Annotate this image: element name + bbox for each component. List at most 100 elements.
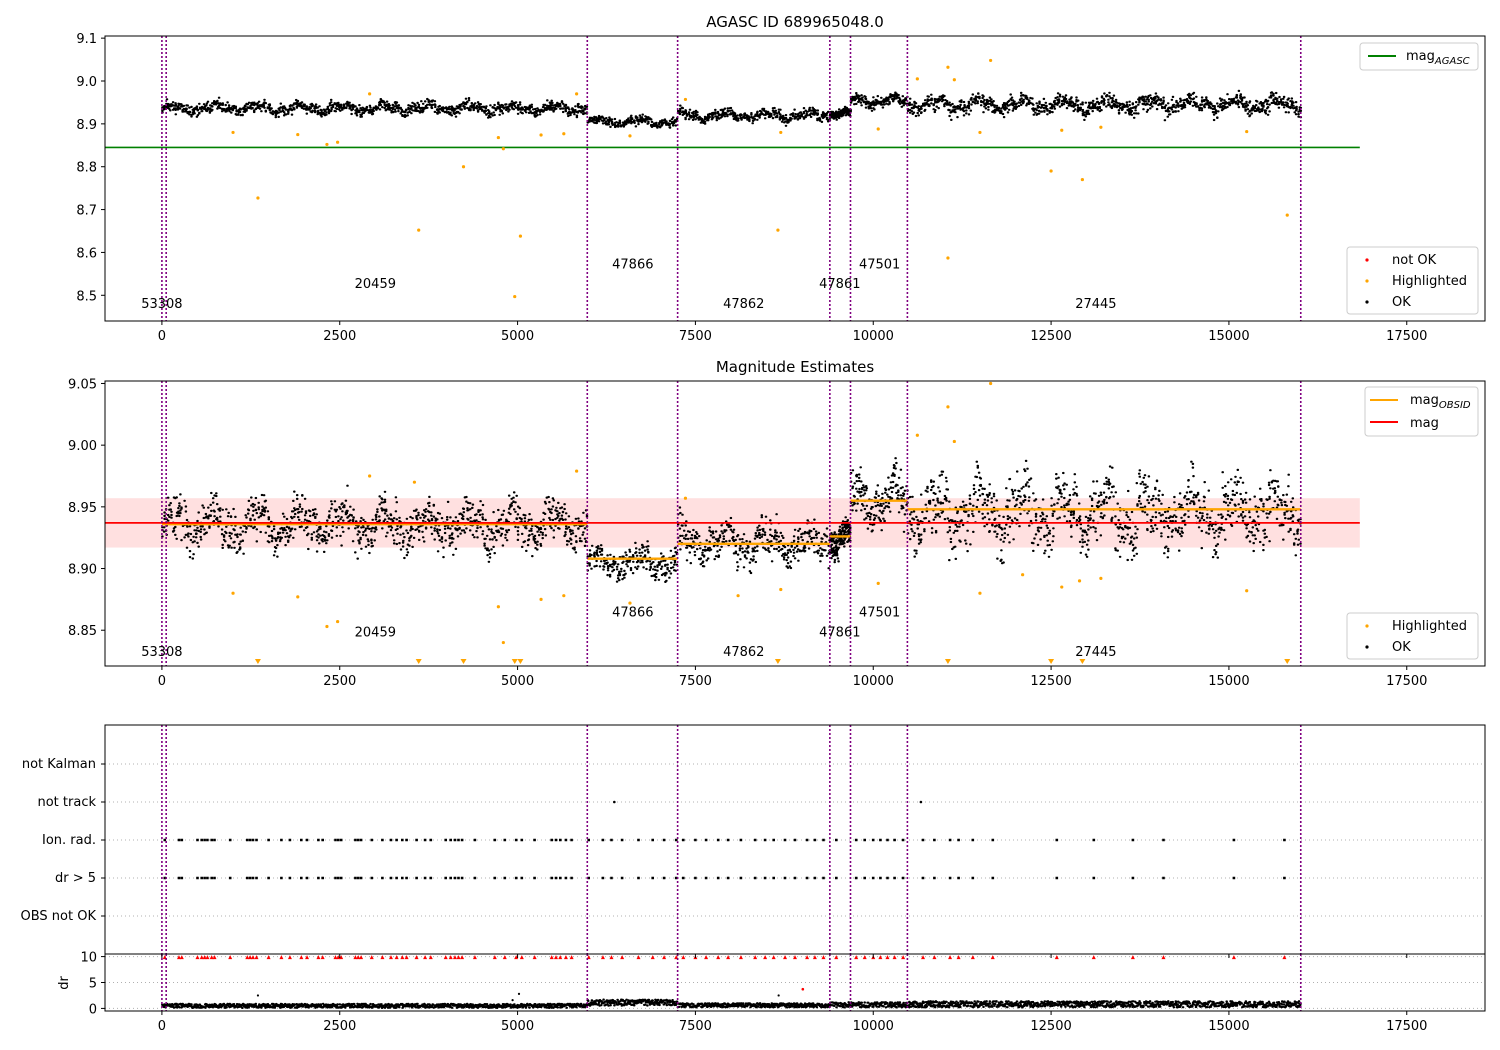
dr-clipped-marker bbox=[948, 955, 953, 960]
panel4-xaxis-tick-label: 15000 bbox=[1208, 1019, 1249, 1034]
dr-clipped-marker bbox=[423, 955, 428, 960]
panel1-xaxis-tick-label: 2500 bbox=[323, 329, 356, 344]
dr-clipped-marker bbox=[636, 955, 641, 960]
highlighted-point bbox=[915, 77, 919, 81]
highlighted-point bbox=[1285, 213, 1289, 217]
panel2-xaxis-tick-label: 17500 bbox=[1386, 674, 1427, 689]
legend-mag-obsid-label: mag bbox=[1410, 393, 1439, 408]
highlighted-point bbox=[325, 142, 329, 147]
highlighted-point-2 bbox=[1060, 585, 1064, 589]
highlighted-point bbox=[1099, 125, 1103, 129]
dr-clipped-marker bbox=[202, 955, 207, 960]
highlighted-point-2 bbox=[779, 587, 783, 592]
panel2-xaxis-tick-label: 7500 bbox=[679, 674, 712, 689]
dr-clipped-marker bbox=[380, 955, 385, 960]
highlighted-point bbox=[876, 127, 880, 131]
dr-outlier-point bbox=[511, 999, 514, 1002]
dr-clipped-marker bbox=[878, 955, 883, 960]
dr-clipped-marker bbox=[359, 955, 364, 960]
dr-clipped-marker bbox=[333, 955, 338, 960]
dr-clipped-marker bbox=[400, 955, 405, 960]
panel4-xaxis-tick-label: 7500 bbox=[679, 1019, 712, 1034]
legend-not-ok-label: not OK bbox=[1392, 253, 1437, 268]
highlighted-point bbox=[776, 228, 780, 232]
highlighted-point-2 bbox=[336, 619, 340, 624]
panel1-xaxis-tick-label: 15000 bbox=[1208, 329, 1249, 344]
legend-agasc-subscript: AGASC bbox=[1434, 56, 1470, 67]
dr-clipped-marker bbox=[199, 955, 204, 960]
highlighted-point-2 bbox=[501, 640, 505, 645]
obsid-label: 47861 bbox=[819, 277, 860, 292]
panel1-yaxis-tick-label: 9.0 bbox=[76, 75, 97, 90]
dr-clipped-marker bbox=[179, 955, 184, 960]
highlighted-point bbox=[1049, 169, 1053, 173]
flag-category-label: Ion. rad. bbox=[42, 833, 96, 848]
highlighted-point-2 bbox=[231, 591, 235, 595]
highlighted-point-2 bbox=[296, 595, 300, 599]
ion-rad-flag-points bbox=[163, 838, 1286, 842]
highlighted-point bbox=[296, 132, 300, 137]
dr-clipped-marker bbox=[492, 955, 497, 960]
highlighted-point bbox=[946, 65, 950, 69]
panel1-xaxis-tick-label: 7500 bbox=[679, 329, 712, 344]
clipped-point-marker bbox=[517, 659, 524, 664]
highlighted-point bbox=[575, 92, 579, 96]
clipped-point-marker bbox=[774, 659, 781, 664]
highlighted-point bbox=[683, 97, 688, 102]
highlighted-point bbox=[562, 132, 566, 136]
legend-ok-label: OK bbox=[1392, 295, 1411, 310]
dr-clipped-marker bbox=[320, 955, 325, 960]
dr-clipped-marker bbox=[212, 955, 217, 960]
dr-clipped-marker bbox=[569, 955, 574, 960]
flag-category-label: not track bbox=[37, 795, 96, 810]
not-track-flag-point bbox=[613, 800, 616, 804]
dr-clipped-marker bbox=[452, 955, 457, 960]
clipped-point-marker bbox=[1284, 659, 1291, 664]
dr-clipped-marker bbox=[369, 955, 374, 960]
panel1-legend-top: magAGASC bbox=[1359, 42, 1479, 71]
dr-clipped-marker bbox=[316, 955, 321, 960]
panel4-xaxis-tick-label: 12500 bbox=[1030, 1019, 1071, 1034]
dr-clipped-marker bbox=[532, 955, 537, 960]
dr-clipped-marker bbox=[1231, 955, 1236, 960]
dr-clipped-marker bbox=[205, 955, 210, 960]
panel2-frame bbox=[104, 380, 1486, 667]
dr-clipped-marker bbox=[339, 955, 344, 960]
legend-obsid-subscript: OBSID bbox=[1439, 400, 1471, 411]
obsid-label-2: 47866 bbox=[612, 606, 653, 621]
dr-clipped-marker bbox=[558, 955, 563, 960]
dr-clipped-marker bbox=[266, 955, 271, 960]
dr-clipped-marker bbox=[443, 955, 448, 960]
dr-clipped-marker bbox=[356, 955, 361, 960]
highlighted-point-2 bbox=[876, 581, 880, 585]
svg-text:magAGASC: magAGASC bbox=[1406, 49, 1470, 67]
panel1-yaxis-tick-label: 8.8 bbox=[76, 161, 97, 176]
panel1-frame bbox=[104, 35, 1486, 322]
dr-clipped-marker bbox=[854, 955, 859, 960]
dr-clipped-marker bbox=[245, 955, 250, 960]
dr-clipped-marker bbox=[250, 955, 255, 960]
panel1-yaxis-tick-label: 8.5 bbox=[76, 289, 97, 304]
highlighted-point bbox=[513, 294, 517, 299]
highlighted-point bbox=[1080, 177, 1084, 182]
panel1-yaxis-tick-label: 8.6 bbox=[76, 246, 97, 261]
dr-clipped-marker bbox=[1054, 955, 1059, 960]
clipped-point-marker bbox=[1079, 659, 1086, 664]
dr-clipped-marker bbox=[519, 955, 524, 960]
dr-clipped-marker bbox=[620, 955, 625, 960]
dr-clipped-marker bbox=[549, 955, 554, 960]
panel2-yaxis-tick-label: 8.90 bbox=[68, 563, 97, 578]
dr-clipped-marker bbox=[726, 955, 731, 960]
dr-clipped-marker bbox=[600, 955, 605, 960]
panel4-yaxis-tick-label: 10 bbox=[80, 951, 97, 966]
dr-clipped-marker bbox=[932, 955, 937, 960]
dr-clipped-marker bbox=[209, 955, 214, 960]
dr-points-cloud bbox=[161, 998, 1302, 1009]
highlighted-point bbox=[989, 58, 993, 63]
dr-clipped-marker bbox=[428, 955, 433, 960]
flag-category-label: dr > 5 bbox=[55, 871, 96, 886]
panel2-xaxis-tick-label: 0 bbox=[158, 674, 166, 689]
dr-clipped-marker bbox=[738, 955, 743, 960]
dr-clipped-marker bbox=[279, 955, 284, 960]
panel1-yaxis-tick-label: 9.1 bbox=[76, 32, 97, 47]
